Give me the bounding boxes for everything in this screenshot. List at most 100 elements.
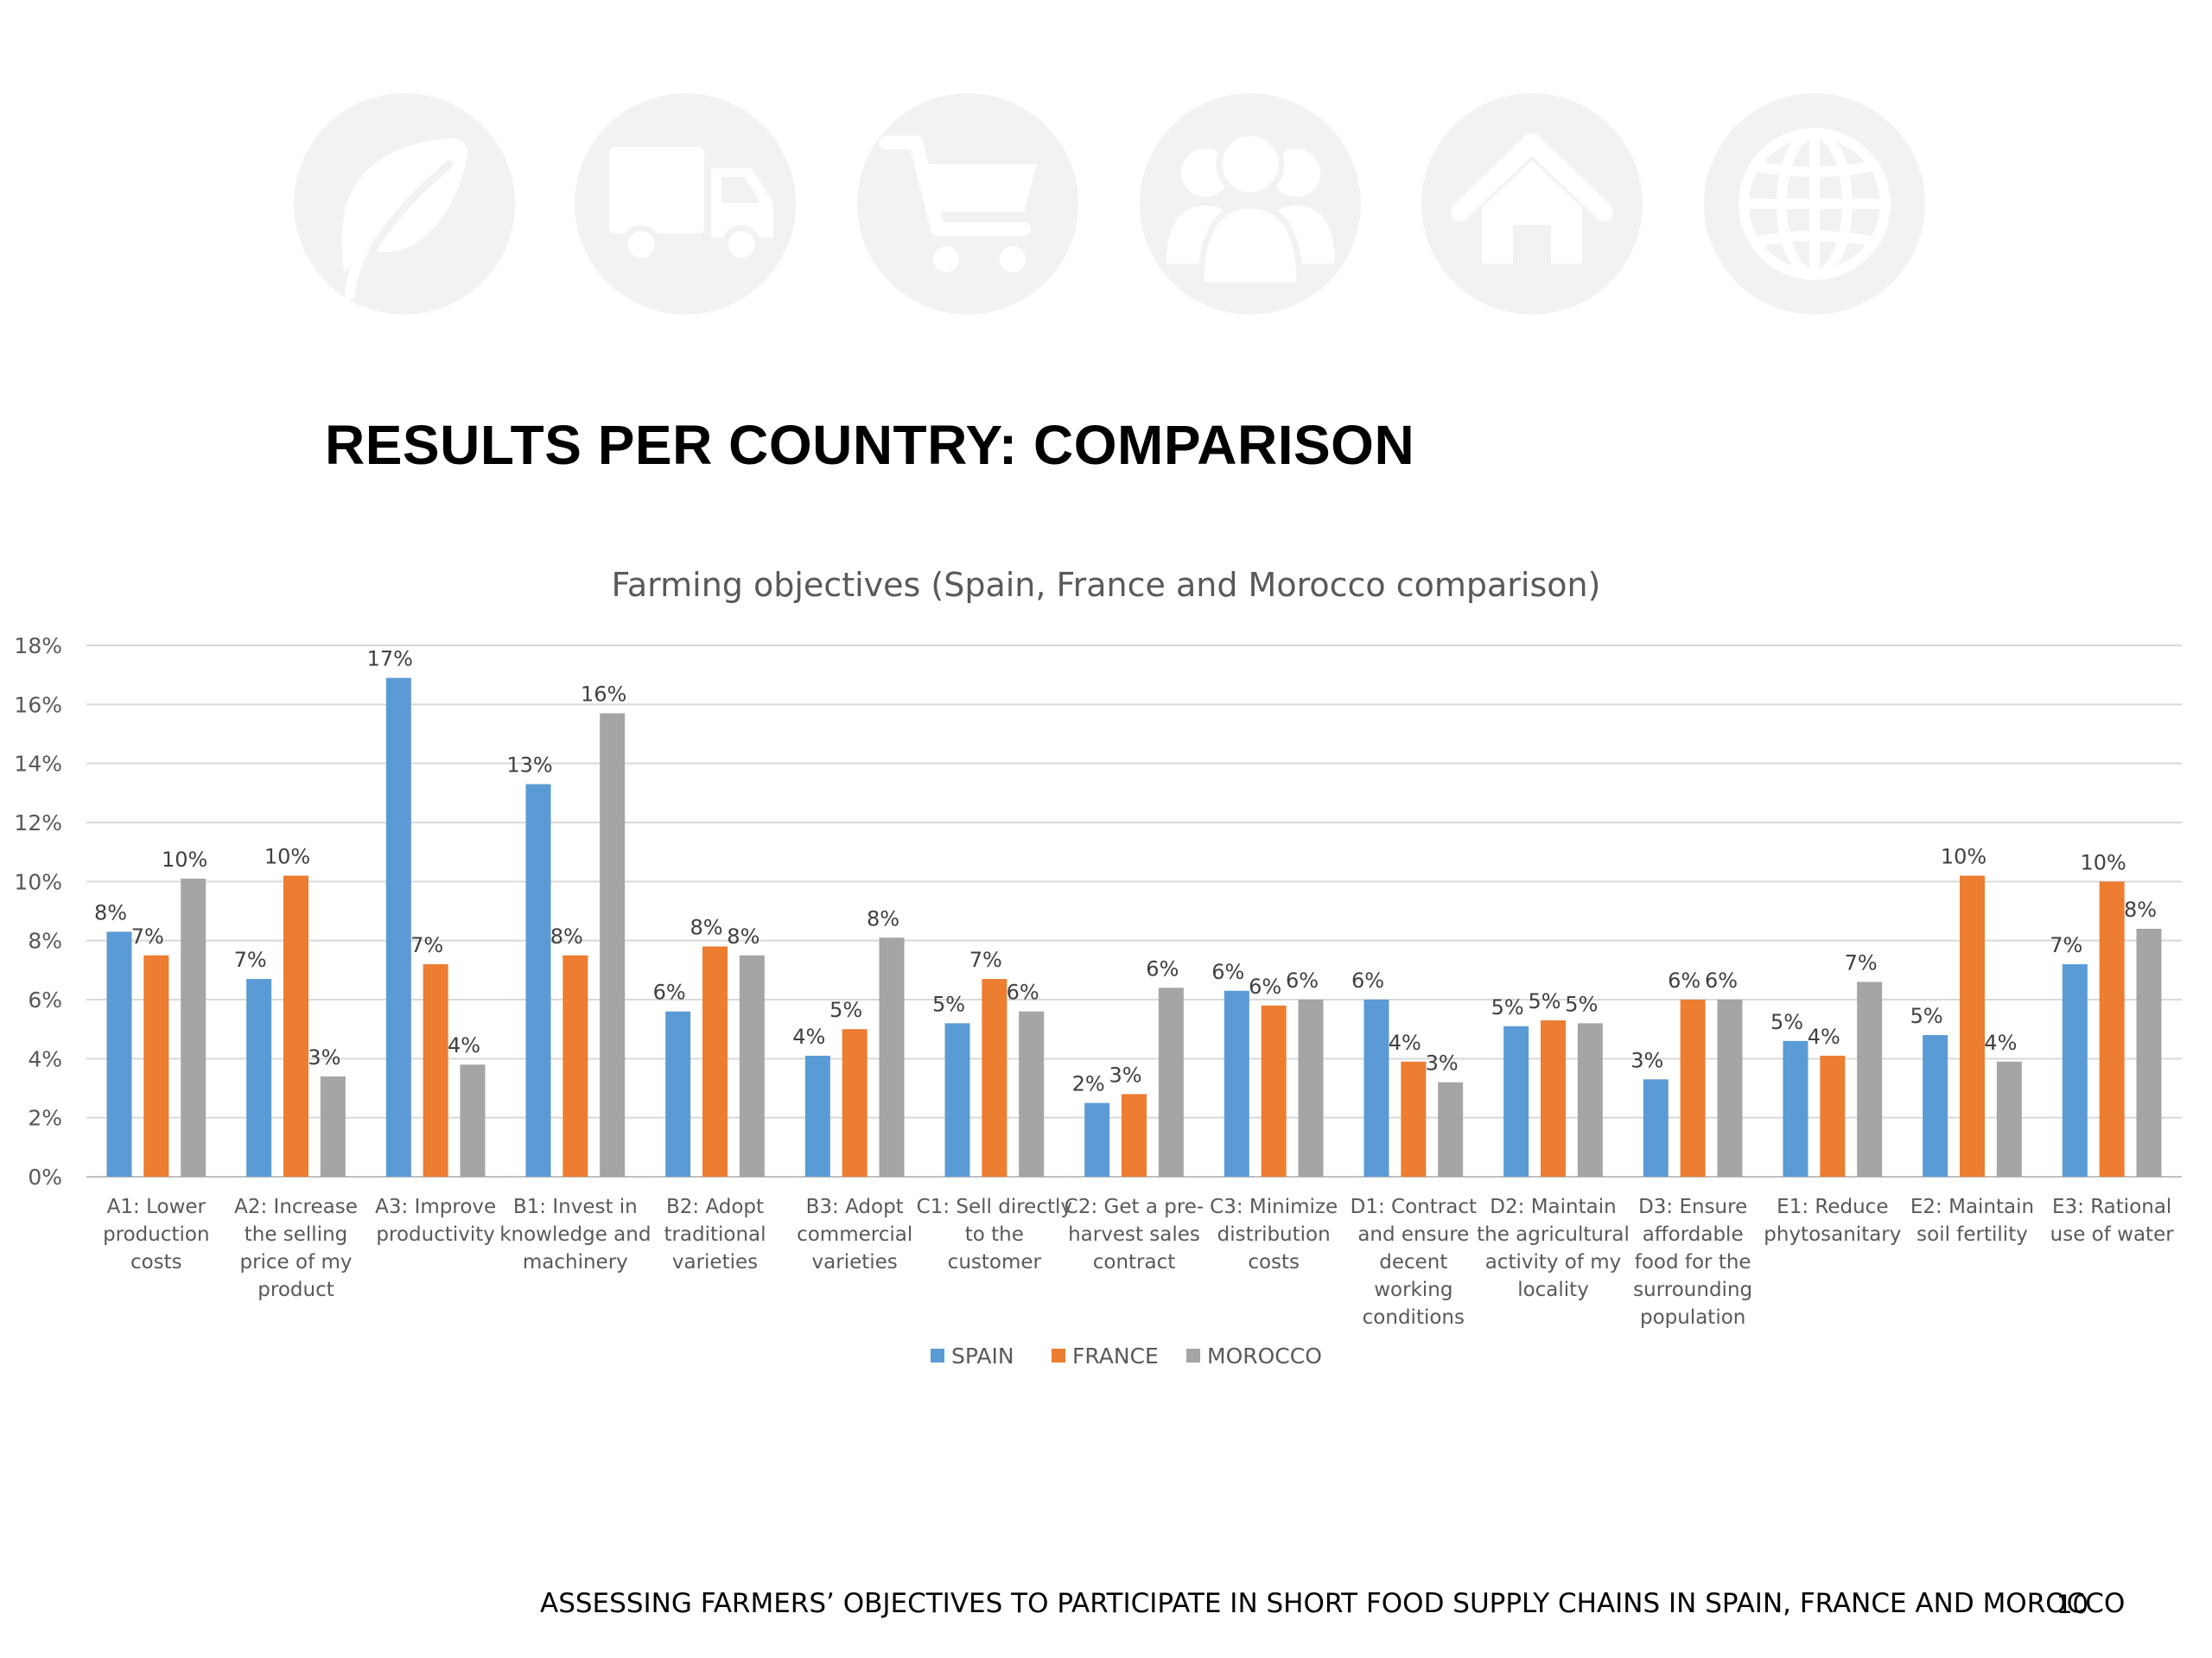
bar-spain — [1643, 1079, 1669, 1177]
data-label: 3% — [1109, 1063, 1141, 1087]
x-category-label: the selling — [245, 1223, 348, 1246]
bar-france — [1122, 1094, 1147, 1177]
x-category-label: B1: Invest in — [513, 1196, 638, 1218]
bar-chart: Farming objectives (Spain, France and Mo… — [14, 566, 2182, 1369]
x-category-label: C1: Sell directly — [917, 1196, 1072, 1218]
data-label: 8% — [867, 906, 899, 931]
bar-morocco — [739, 955, 765, 1177]
x-category-label: productivity — [376, 1223, 494, 1246]
x-category-label: costs — [1248, 1251, 1300, 1274]
bar-france — [283, 875, 308, 1177]
x-category-label: locality — [1517, 1279, 1589, 1301]
y-tick-label: 14% — [14, 752, 62, 777]
x-category-label: A3: Improve — [375, 1196, 496, 1218]
x-category-label: C3: Minimize — [1210, 1196, 1338, 1218]
leaf-icon — [294, 93, 515, 314]
x-category-label: conditions — [1363, 1306, 1465, 1329]
bar-morocco — [1019, 1011, 1045, 1177]
data-label: 3% — [308, 1045, 340, 1070]
data-label: 5% — [932, 992, 965, 1016]
y-tick-label: 2% — [28, 1106, 62, 1131]
bar-spain — [2062, 964, 2088, 1177]
data-label: 6% — [1286, 969, 1319, 993]
data-label: 10% — [2080, 850, 2126, 874]
chart-title: Farming objectives (Spain, France and Mo… — [612, 566, 1601, 604]
x-category-label: contract — [1093, 1251, 1176, 1274]
legend-swatch-morocco — [1186, 1349, 1200, 1363]
bar-france — [563, 955, 588, 1177]
globe-icon — [1704, 93, 1925, 314]
bar-france — [2099, 881, 2125, 1177]
x-category-label: machinery — [523, 1251, 628, 1274]
bar-morocco — [1438, 1082, 1464, 1177]
data-label: 4% — [1389, 1031, 1421, 1055]
data-label: 13% — [506, 753, 552, 778]
legend-label-france: FRANCE — [1072, 1344, 1159, 1369]
data-label: 10% — [264, 845, 310, 869]
bar-spain — [1224, 990, 1249, 1177]
data-label: 4% — [792, 1025, 825, 1049]
x-category-label: the agricultural — [1477, 1223, 1630, 1246]
x-category-label: population — [1640, 1306, 1745, 1329]
bar-spain — [385, 677, 411, 1177]
bar-morocco — [1857, 981, 1883, 1177]
data-label: 16% — [581, 683, 626, 707]
bar-france — [1820, 1055, 1846, 1177]
data-label: 6% — [1668, 969, 1700, 993]
data-label: 7% — [1845, 951, 1878, 975]
bar-spain — [1923, 1035, 1948, 1177]
data-label: 6% — [1351, 969, 1384, 993]
data-label: 8% — [2124, 898, 2157, 922]
x-category-label: E2: Maintain — [1910, 1196, 2034, 1218]
legend-label-spain: SPAIN — [951, 1344, 1014, 1369]
x-category-label: working — [1374, 1279, 1452, 1301]
bar-france — [982, 979, 1007, 1177]
page-title: RESULTS PER COUNTRY: COMPARISON — [325, 414, 1415, 476]
bar-morocco — [181, 878, 207, 1177]
data-label: 5% — [1491, 995, 1524, 1020]
data-label: 5% — [1910, 1004, 1943, 1028]
data-label: 5% — [1770, 1010, 1803, 1034]
data-label: 8% — [550, 924, 583, 949]
bar-spain — [1084, 1102, 1110, 1177]
x-category-label: and ensure — [1357, 1223, 1469, 1246]
data-label: 3% — [1426, 1051, 1459, 1076]
data-label: 4% — [1808, 1025, 1840, 1049]
x-category-label: decent — [1379, 1251, 1447, 1274]
legend-swatch-spain — [931, 1349, 944, 1363]
x-category-label: phytosanitary — [1764, 1223, 1901, 1246]
bar-morocco — [2136, 929, 2162, 1177]
x-category-label: traditional — [664, 1223, 766, 1246]
bar-morocco — [1158, 988, 1184, 1177]
y-tick-label: 16% — [14, 692, 62, 717]
x-category-label: commercial — [797, 1223, 912, 1246]
bar-france — [1401, 1061, 1427, 1177]
data-label: 7% — [969, 948, 1002, 972]
x-category-label: surrounding — [1633, 1279, 1752, 1301]
y-tick-label: 6% — [28, 988, 62, 1013]
bar-morocco — [1996, 1061, 2022, 1177]
legend-swatch-france — [1052, 1349, 1065, 1363]
x-category-label: soil fertility — [1916, 1223, 2028, 1246]
data-label: 17% — [367, 647, 413, 671]
page-number: 10 — [2056, 1590, 2088, 1619]
x-category-label: A1: Lower — [107, 1196, 207, 1218]
y-tick-label: 0% — [28, 1165, 62, 1190]
x-category-label: use of water — [2050, 1223, 2175, 1246]
bar-spain — [525, 784, 551, 1177]
x-category-label: D2: Maintain — [1490, 1196, 1616, 1218]
x-category-label: D3: Ensure — [1638, 1196, 1747, 1218]
y-tick-label: 4% — [28, 1046, 62, 1071]
y-tick-label: 18% — [14, 633, 62, 658]
data-label: 4% — [448, 1033, 480, 1058]
data-label: 7% — [2050, 933, 2082, 957]
legend-label-morocco: MOROCCO — [1207, 1344, 1322, 1369]
x-category-label: varieties — [812, 1251, 898, 1274]
bar-france — [423, 964, 448, 1177]
footer-text: ASSESSING FARMERS’ OBJECTIVES TO PARTICI… — [540, 1588, 2126, 1619]
data-label: 6% — [1705, 969, 1738, 993]
data-label: 5% — [1565, 992, 1598, 1016]
truck-icon — [575, 93, 796, 314]
x-category-label: A2: Increase — [234, 1196, 358, 1218]
bar-spain — [944, 1023, 970, 1177]
